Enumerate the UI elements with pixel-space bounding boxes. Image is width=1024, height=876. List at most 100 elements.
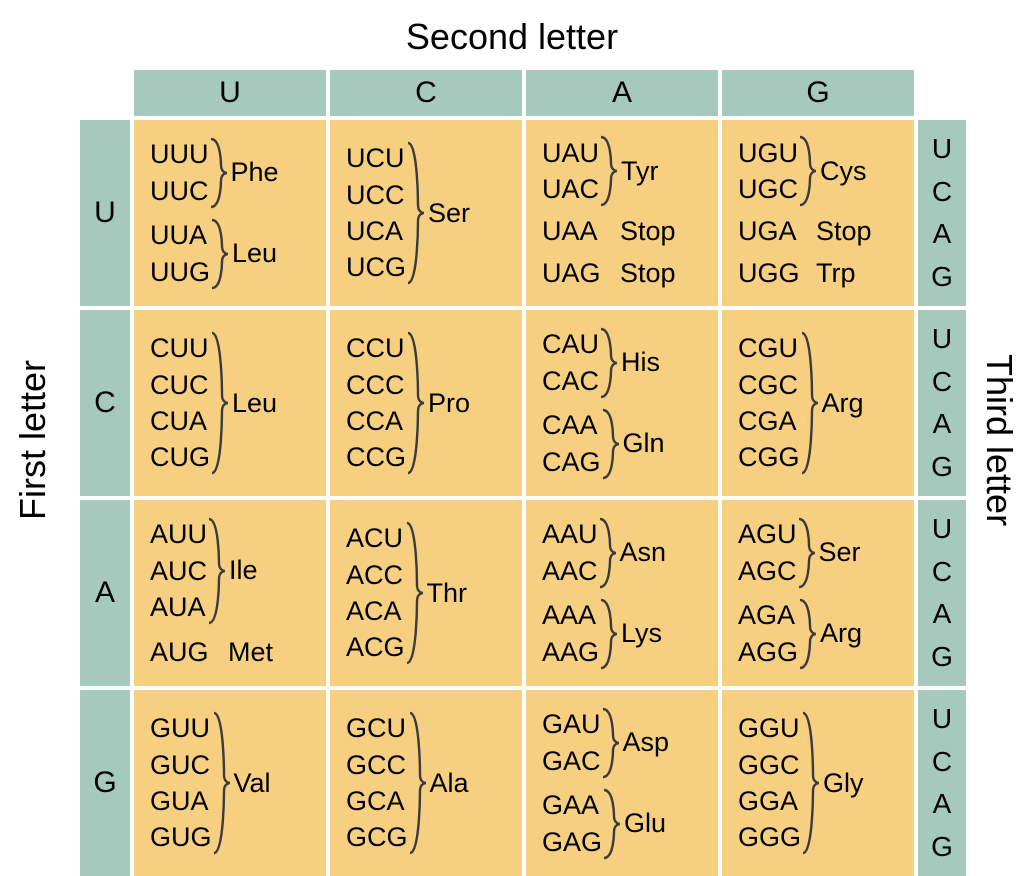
codon: GCU: [346, 710, 408, 746]
third-letter: A: [933, 787, 952, 821]
codon-group: CUUCUCCUACUGLeu: [150, 330, 316, 476]
codon: GCC: [346, 747, 408, 783]
codon: UCA: [346, 213, 406, 249]
first-letter-label: First letter: [12, 300, 54, 580]
codon: GGG: [738, 819, 801, 855]
amino-acid: Stop: [620, 213, 676, 249]
codon: GCG: [346, 819, 408, 855]
brace-icon: [599, 327, 617, 399]
amino-acid: Arg: [822, 388, 864, 419]
amino-acid: Ile: [229, 555, 258, 586]
third-letter-col: UCAG: [918, 310, 966, 496]
amino-acid: Gly: [823, 768, 864, 799]
codon-group: UAAStop: [542, 213, 708, 249]
row-header: G: [80, 690, 130, 876]
codon-cell: UGUUGCCysUGAStopUGGTrp: [722, 120, 914, 306]
codon-group: UUAUUGLeu: [150, 217, 316, 290]
codon: AAA: [542, 597, 599, 633]
codon: UUC: [150, 173, 209, 209]
third-letter: A: [933, 217, 952, 251]
brace-icon: [406, 141, 424, 285]
codon: AAU: [542, 516, 598, 552]
codon: GUC: [150, 747, 212, 783]
codon: GAU: [542, 706, 601, 742]
codon: CCC: [346, 367, 406, 403]
codon: UGU: [738, 135, 798, 171]
codon: UCC: [346, 177, 406, 213]
brace-icon: [210, 218, 228, 290]
amino-acid: Pro: [428, 388, 470, 419]
brace-icon: [798, 135, 816, 207]
codon: UAU: [542, 135, 599, 171]
codon-group: ACUACCACAACGThr: [346, 520, 512, 666]
brace-icon: [405, 521, 423, 665]
third-letter: U: [932, 702, 952, 736]
codon-group: UCUUCCUCAUCGSer: [346, 140, 512, 286]
brace-icon: [212, 711, 230, 855]
codon-list: AAAAAG: [542, 597, 599, 670]
brace-icon: [210, 331, 228, 475]
codon-cell: CUUCUCCUACUGLeu: [134, 310, 326, 496]
codon: CGC: [738, 367, 800, 403]
codon: GGU: [738, 710, 801, 746]
brace-icon: [602, 788, 620, 860]
third-letter: C: [932, 555, 952, 589]
codon-list: CCUCCCCCACCG: [346, 330, 406, 476]
codon: GUU: [150, 710, 212, 746]
codon-cell: CGUCGCCGACGGArg: [722, 310, 914, 496]
third-letter: U: [932, 322, 952, 356]
brace-icon: [800, 331, 818, 475]
codon: CCA: [346, 403, 406, 439]
codon: ACG: [346, 629, 405, 665]
codon-list: GAUGAC: [542, 706, 601, 779]
amino-acid: Arg: [820, 618, 862, 649]
third-letter: G: [931, 260, 953, 294]
amino-acid: Asp: [623, 727, 670, 758]
amino-acid: Glu: [624, 808, 666, 839]
codon-list: AGUAGC: [738, 516, 797, 589]
codon-group: AUGMet: [150, 634, 316, 670]
codon: CCU: [346, 330, 406, 366]
codon: CAG: [542, 444, 601, 480]
codon: ACC: [346, 557, 405, 593]
third-letter-col: UCAG: [918, 500, 966, 686]
codon: UUA: [150, 217, 210, 253]
codon: CGG: [738, 439, 800, 475]
amino-acid: Thr: [427, 578, 468, 609]
col-header: C: [330, 70, 522, 116]
codon: AGG: [738, 634, 798, 670]
codon-group: CCUCCCCCACCG Pro: [346, 330, 512, 476]
amino-acid: Met: [228, 634, 273, 670]
third-letter: G: [931, 830, 953, 864]
codon-group: AGUAGC Ser: [738, 516, 904, 589]
brace-icon: [406, 331, 424, 475]
third-letter: U: [932, 512, 952, 546]
codon: CAC: [542, 363, 599, 399]
codon-list: UAUUAC: [542, 135, 599, 208]
codon: ACU: [346, 520, 405, 556]
third-letter: U: [932, 132, 952, 166]
amino-acid: Ser: [819, 537, 861, 568]
codon: CUU: [150, 330, 210, 366]
codon-cell: AGUAGC Ser AGAAGG Arg: [722, 500, 914, 686]
codon-list: AGAAGG: [738, 597, 798, 670]
amino-acid: Asn: [620, 537, 667, 568]
brace-icon: [598, 517, 616, 589]
codon: CGA: [738, 403, 800, 439]
codon: GAA: [542, 787, 602, 823]
amino-acid: Gln: [623, 428, 665, 459]
codon-group: AAAAAGLys: [542, 597, 708, 670]
brace-icon: [601, 408, 619, 480]
amino-acid: Stop: [816, 213, 872, 249]
codon: AAC: [542, 553, 598, 589]
codon: CAU: [542, 326, 599, 362]
codon: UAG: [542, 255, 606, 291]
codon: AUA: [150, 589, 207, 625]
codon: AGU: [738, 516, 797, 552]
codon-grid: UCAGUUUUUUCPheUUAUUGLeuUCUUCCUCAUCGSerUA…: [80, 70, 966, 876]
codon-list: AUUAUCAUA: [150, 516, 207, 625]
codon: UGA: [738, 213, 802, 249]
codon: UCG: [346, 249, 406, 285]
third-letter-col: UCAG: [918, 690, 966, 876]
codon-list: GUUGUCGUAGUG: [150, 710, 212, 856]
